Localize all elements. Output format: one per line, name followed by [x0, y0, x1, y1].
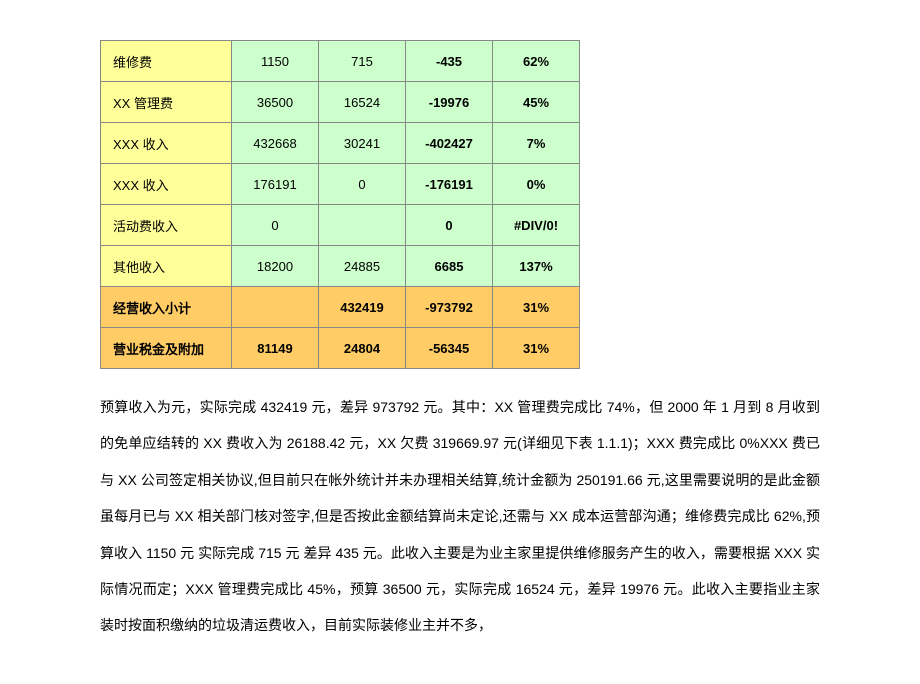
col-percent: 0%: [493, 164, 580, 205]
row-label: XXX 收入: [101, 164, 232, 205]
row-label: 其他收入: [101, 246, 232, 287]
col-budget: 36500: [232, 82, 319, 123]
col-percent: 45%: [493, 82, 580, 123]
row-label: 维修费: [101, 41, 232, 82]
row-label: XXX 收入: [101, 123, 232, 164]
col-variance: -402427: [406, 123, 493, 164]
table-row: XX 管理费3650016524-1997645%: [101, 82, 580, 123]
col-budget: 1150: [232, 41, 319, 82]
row-label: 营业税金及附加: [101, 328, 232, 369]
col-variance: -56345: [406, 328, 493, 369]
col-variance: -435: [406, 41, 493, 82]
col-actual: 715: [319, 41, 406, 82]
col-budget: 176191: [232, 164, 319, 205]
col-budget: 81149: [232, 328, 319, 369]
col-budget: 18200: [232, 246, 319, 287]
col-actual: 24804: [319, 328, 406, 369]
row-label: 活动费收入: [101, 205, 232, 246]
table-row: 经营收入小计 432419-97379231%: [101, 287, 580, 328]
description-paragraph: 预算收入为元，实际完成 432419 元，差异 973792 元。其中：XX 管…: [100, 389, 820, 644]
col-percent: 31%: [493, 328, 580, 369]
financial-table: 维修费1150715-43562%XX 管理费3650016524-199764…: [100, 40, 580, 369]
table-row: 活动费收入00#DIV/0!: [101, 205, 580, 246]
col-budget: 432668: [232, 123, 319, 164]
col-actual: 16524: [319, 82, 406, 123]
col-actual: 432419: [319, 287, 406, 328]
col-percent: 137%: [493, 246, 580, 287]
col-budget: 0: [232, 205, 319, 246]
col-actual: [319, 205, 406, 246]
table-row: XXX 收入43266830241-4024277%: [101, 123, 580, 164]
col-budget: [232, 287, 319, 328]
col-actual: 0: [319, 164, 406, 205]
col-variance: 6685: [406, 246, 493, 287]
col-variance: 0: [406, 205, 493, 246]
table-row: XXX 收入1761910-1761910%: [101, 164, 580, 205]
col-variance: -19976: [406, 82, 493, 123]
table-row: 其他收入18200248856685137%: [101, 246, 580, 287]
table-row: 维修费1150715-43562%: [101, 41, 580, 82]
col-actual: 30241: [319, 123, 406, 164]
col-percent: 62%: [493, 41, 580, 82]
col-variance: -176191: [406, 164, 493, 205]
col-actual: 24885: [319, 246, 406, 287]
col-variance: -973792: [406, 287, 493, 328]
table-row: 营业税金及附加8114924804-5634531%: [101, 328, 580, 369]
col-percent: 31%: [493, 287, 580, 328]
row-label: XX 管理费: [101, 82, 232, 123]
row-label: 经营收入小计: [101, 287, 232, 328]
col-percent: #DIV/0!: [493, 205, 580, 246]
col-percent: 7%: [493, 123, 580, 164]
